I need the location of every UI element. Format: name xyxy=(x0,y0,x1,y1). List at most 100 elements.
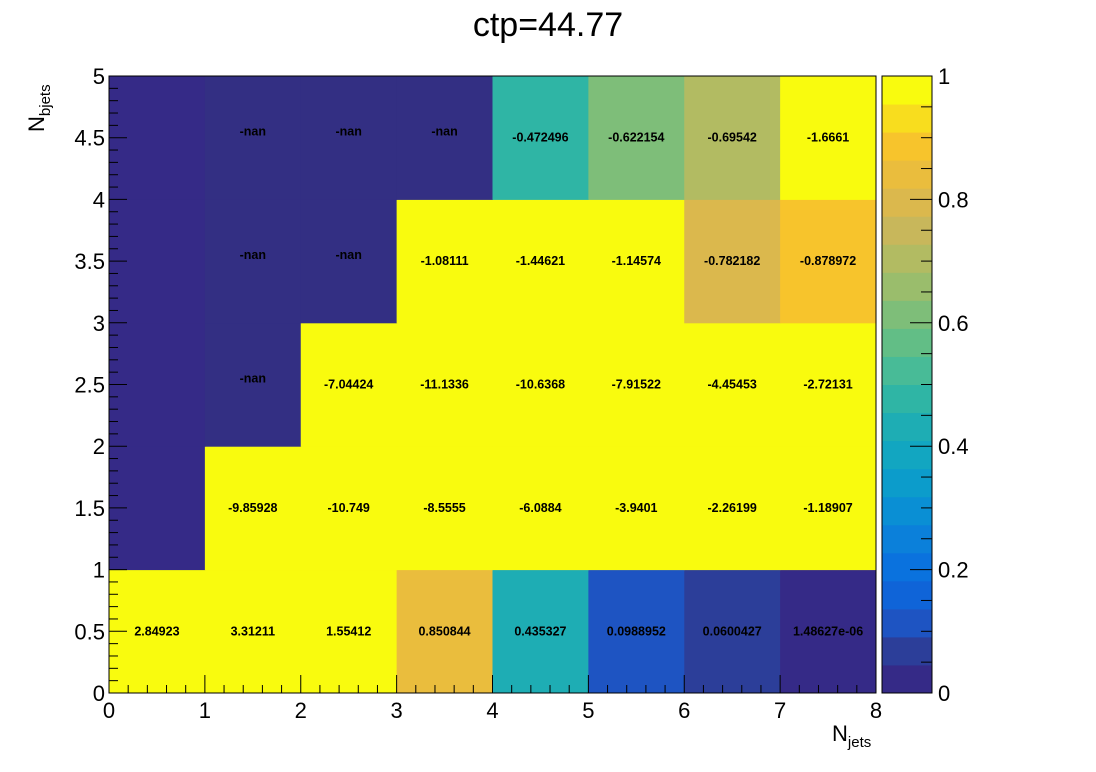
heatmap-cell xyxy=(492,569,589,694)
heatmap-cell xyxy=(300,322,398,447)
heatmap-cell xyxy=(204,199,302,324)
heatmap-cell xyxy=(492,322,589,447)
colorbar-segment xyxy=(882,496,932,526)
colorbar-segment xyxy=(882,412,932,442)
colorbar-segment xyxy=(882,384,932,414)
heatmap-cell xyxy=(492,446,589,571)
heatmap-cell xyxy=(780,446,877,571)
cell-value-label: -1.08111 xyxy=(421,254,469,268)
y-tick-label: 0 xyxy=(93,681,105,706)
cell-value-label: -0.622154 xyxy=(608,131,664,145)
cell-value-label: -0.878972 xyxy=(800,254,856,268)
cell-labels: 2.84923 3.31211 1.55412 0.850844 0.435327 0.0… xyxy=(134,125,863,639)
colorbar-segment xyxy=(882,440,932,470)
cell-value-label: -8.5555 xyxy=(423,501,465,515)
x-tick-label: 0 xyxy=(103,698,115,723)
x-axis-label: Njets xyxy=(832,721,871,751)
y-tick-label: 2.5 xyxy=(74,373,105,398)
heatmap-cell xyxy=(204,76,302,200)
y-tick-label: 0.5 xyxy=(74,619,105,644)
colorbar-segment xyxy=(882,132,932,161)
colorbar-segment xyxy=(882,636,932,666)
y-axis-label-sub: bjets xyxy=(37,84,54,116)
cell-value-label: -4.45453 xyxy=(708,378,757,392)
cell-value-label: -11.1336 xyxy=(420,378,469,392)
colorbar-segment xyxy=(882,160,932,189)
cell-value-label: 0.435327 xyxy=(514,624,566,638)
heatmap-cell xyxy=(300,569,398,694)
x-tick-label: 4 xyxy=(486,698,498,723)
cell-value-label: -2.72131 xyxy=(803,378,852,392)
y-tick-label: 1 xyxy=(93,558,105,583)
heatmap-cell xyxy=(492,76,589,200)
heatmap-cell xyxy=(300,199,398,324)
cell-value-label: -3.9401 xyxy=(615,501,657,515)
cell-value-label: -10.749 xyxy=(327,501,369,515)
x-tick-label: 7 xyxy=(774,698,786,723)
colorbar-tick-label: 0.4 xyxy=(938,434,969,459)
heatmap-cell xyxy=(396,76,493,200)
cell-value-label: 0.0988952 xyxy=(607,624,666,638)
colorbar-segment xyxy=(882,468,932,498)
colorbar-segment xyxy=(882,580,932,610)
x-tick-label: 6 xyxy=(678,698,690,723)
heatmap-cell xyxy=(588,199,685,324)
cell-value-label: -7.04424 xyxy=(324,378,373,392)
heatmap-cell xyxy=(684,322,781,447)
heatmap-cell xyxy=(780,76,877,200)
cell-value-label: 0.850844 xyxy=(418,624,470,638)
heatmap-cell xyxy=(204,446,302,571)
heatmap-cell xyxy=(780,322,877,447)
plot-cells xyxy=(109,76,877,694)
cell-value-label: -nan xyxy=(335,248,361,262)
colorbar-segment xyxy=(882,244,932,273)
cell-value-label: 2.84923 xyxy=(134,624,179,638)
cell-value-label: -7.91522 xyxy=(612,378,661,392)
heatmap-cell xyxy=(588,569,685,694)
cell-value-label: -nan xyxy=(240,372,266,386)
colorbar-segment xyxy=(882,328,932,357)
cell-value-label: -nan xyxy=(240,125,266,139)
cell-value-label: -0.782182 xyxy=(704,254,760,268)
colorbar-tick-label: 0.2 xyxy=(938,558,969,583)
heatmap-cell xyxy=(396,569,493,694)
x-tick-label: 2 xyxy=(295,698,307,723)
cell-value-label: -9.85928 xyxy=(228,501,277,515)
colorbar-tick-label: 0.8 xyxy=(938,187,969,212)
heatmap-cell xyxy=(780,199,877,324)
cell-value-label: 3.31211 xyxy=(231,624,276,638)
heatmap-cell xyxy=(204,322,302,447)
y-tick-label: 4.5 xyxy=(74,126,105,151)
heatmap-cell xyxy=(492,199,589,324)
colorbar-segment xyxy=(882,356,932,385)
y-tick-label: 5 xyxy=(93,64,105,89)
cell-value-label: -nan xyxy=(431,125,457,139)
cell-value-label: -nan xyxy=(240,248,266,262)
y-tick-label: 3.5 xyxy=(74,249,105,274)
colorbar-segment xyxy=(882,300,932,329)
heatmap-cell xyxy=(684,446,781,571)
y-tick-label: 4 xyxy=(93,187,105,212)
colorbar-tick-label: 1 xyxy=(938,64,950,89)
y-axis: 0 0.5 1 1.5 2 2.5 3 3.5 4 4.5 5 xyxy=(74,64,127,706)
cell-value-label: 0.0600427 xyxy=(703,624,762,638)
cell-value-label: -1.18907 xyxy=(803,501,852,515)
cell-value-label: -2.26199 xyxy=(708,501,757,515)
colorbar-segment xyxy=(882,76,932,105)
cell-value-label: -0.69542 xyxy=(708,131,757,145)
heatmap-cell xyxy=(204,569,302,694)
y-tick-label: 1.5 xyxy=(74,496,105,521)
x-tick-label: 8 xyxy=(870,698,882,723)
chart-title: ctp=44.77 xyxy=(473,6,623,44)
y-axis-label: Nbjets xyxy=(24,84,54,132)
colorbar-segment xyxy=(882,552,932,582)
y-tick-label: 2 xyxy=(93,434,105,459)
heatmap-cell xyxy=(300,446,398,571)
cell-value-label: -10.6368 xyxy=(516,378,565,392)
cell-value-label: 1.48627e-06 xyxy=(793,624,863,638)
x-tick-label: 3 xyxy=(391,698,403,723)
cell-value-label: -1.14574 xyxy=(612,254,661,268)
cell-value-label: -1.44621 xyxy=(516,254,565,268)
colorbar-segment xyxy=(882,188,932,217)
cell-value-label: -1.6661 xyxy=(807,131,849,145)
